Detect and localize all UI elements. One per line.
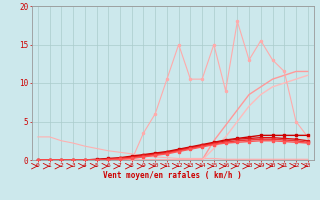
- X-axis label: Vent moyen/en rafales ( km/h ): Vent moyen/en rafales ( km/h ): [103, 171, 242, 180]
